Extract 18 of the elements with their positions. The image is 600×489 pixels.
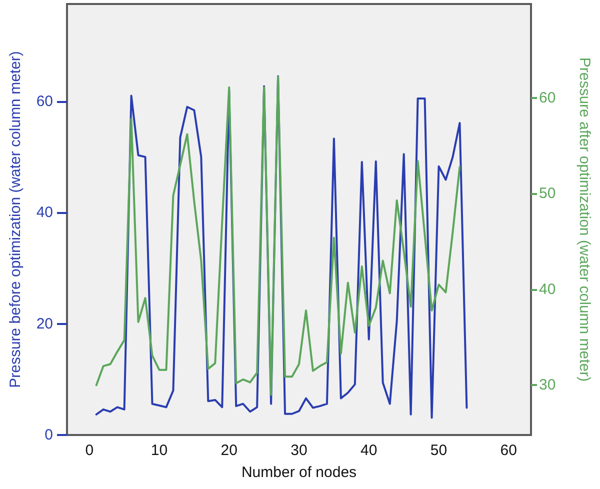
y-tick-label: 40 <box>36 204 53 222</box>
x-tick-label: 60 <box>500 442 517 459</box>
x-tick-label: 30 <box>290 442 308 459</box>
y2-tick-label: 40 <box>539 280 556 298</box>
y2-axis-title: Pressure after optimization (water column meter) <box>576 57 593 382</box>
y-tick-label: 60 <box>36 92 53 110</box>
y-tick-label: 0 <box>44 426 53 444</box>
x-axis-title: Number of nodes <box>241 464 357 481</box>
x-tick-label: 0 <box>85 442 94 459</box>
y2-tick-label: 60 <box>539 89 556 106</box>
y2-tick-label: 30 <box>539 376 556 394</box>
y-axis-title: Pressure before optimization (water column meter) <box>7 51 24 388</box>
x-tick-label: 10 <box>150 442 168 459</box>
x-tick-label: 40 <box>360 442 378 459</box>
y2-tick-label: 50 <box>539 185 556 202</box>
x-tick-label: 20 <box>220 442 238 459</box>
x-tick-label: 50 <box>430 442 448 459</box>
y-tick-label: 20 <box>36 315 53 332</box>
